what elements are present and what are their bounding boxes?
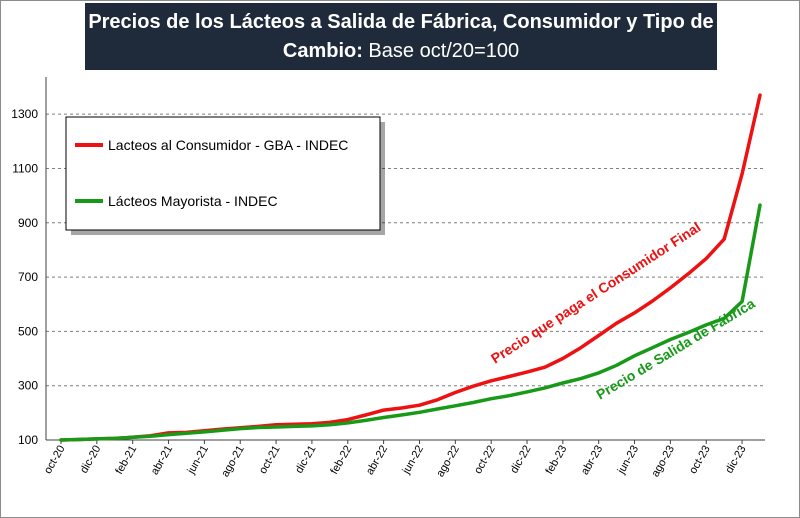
x-tick-label: feb-21 bbox=[113, 444, 139, 477]
y-tick-label: 1100 bbox=[12, 161, 38, 175]
title-line-2-bold: Cambio: bbox=[282, 40, 363, 62]
x-tick-label: oct-20 bbox=[42, 444, 68, 476]
x-tick-label: jun-23 bbox=[615, 444, 641, 477]
x-tick-label: ago-22 bbox=[434, 444, 462, 480]
x-tick-label: oct-22 bbox=[472, 443, 498, 475]
y-tick-label: 500 bbox=[18, 324, 38, 338]
x-tick-label: jun-22 bbox=[400, 444, 426, 477]
title-line-2-normal: Base oct/20=100 bbox=[362, 40, 520, 62]
annotation-factory: Precio de Salida de Fábrica bbox=[593, 295, 757, 403]
x-tick-label: dic-23 bbox=[723, 444, 748, 476]
chart-title: Precios de los Lácteos a Salida de Fábri… bbox=[85, 3, 717, 70]
y-tick-label: 900 bbox=[18, 216, 38, 230]
x-tick-label: dic-21 bbox=[293, 444, 318, 476]
x-tick-label: oct-21 bbox=[257, 444, 283, 476]
x-tick-label: ago-21 bbox=[219, 444, 247, 480]
x-tick-label: ago-23 bbox=[649, 444, 677, 480]
y-tick-label: 1300 bbox=[11, 107, 38, 121]
legend: Lacteos al Consumidor - GBA - INDEC Lácte… bbox=[65, 116, 385, 235]
x-tick-label: dic-22 bbox=[508, 444, 533, 476]
y-tick-label: 300 bbox=[18, 379, 38, 393]
y-tick-label: 100 bbox=[18, 433, 38, 447]
y-tick-label: 700 bbox=[18, 270, 38, 284]
x-tick-label: abr-21 bbox=[149, 444, 175, 478]
x-tick-label: dic-20 bbox=[78, 444, 103, 476]
x-tick-label: abr-22 bbox=[364, 444, 390, 478]
x-tick-label: abr-23 bbox=[579, 444, 605, 478]
title-line-1: Precios de los Lácteos a Salida de Fábri… bbox=[88, 11, 714, 33]
legend-label: Lacteos al Consumidor - GBA - INDEC bbox=[108, 137, 348, 153]
series-lines bbox=[59, 93, 762, 442]
x-tick-label: oct-23 bbox=[687, 444, 713, 476]
x-tick-label: feb-22 bbox=[328, 444, 354, 477]
x-tick-label: feb-23 bbox=[543, 444, 569, 477]
series-line-2 bbox=[59, 203, 762, 442]
legend-label: Lácteos Mayorista - INDEC bbox=[108, 193, 278, 209]
x-tick-label: jun-21 bbox=[185, 444, 211, 477]
legend-box bbox=[65, 116, 381, 231]
